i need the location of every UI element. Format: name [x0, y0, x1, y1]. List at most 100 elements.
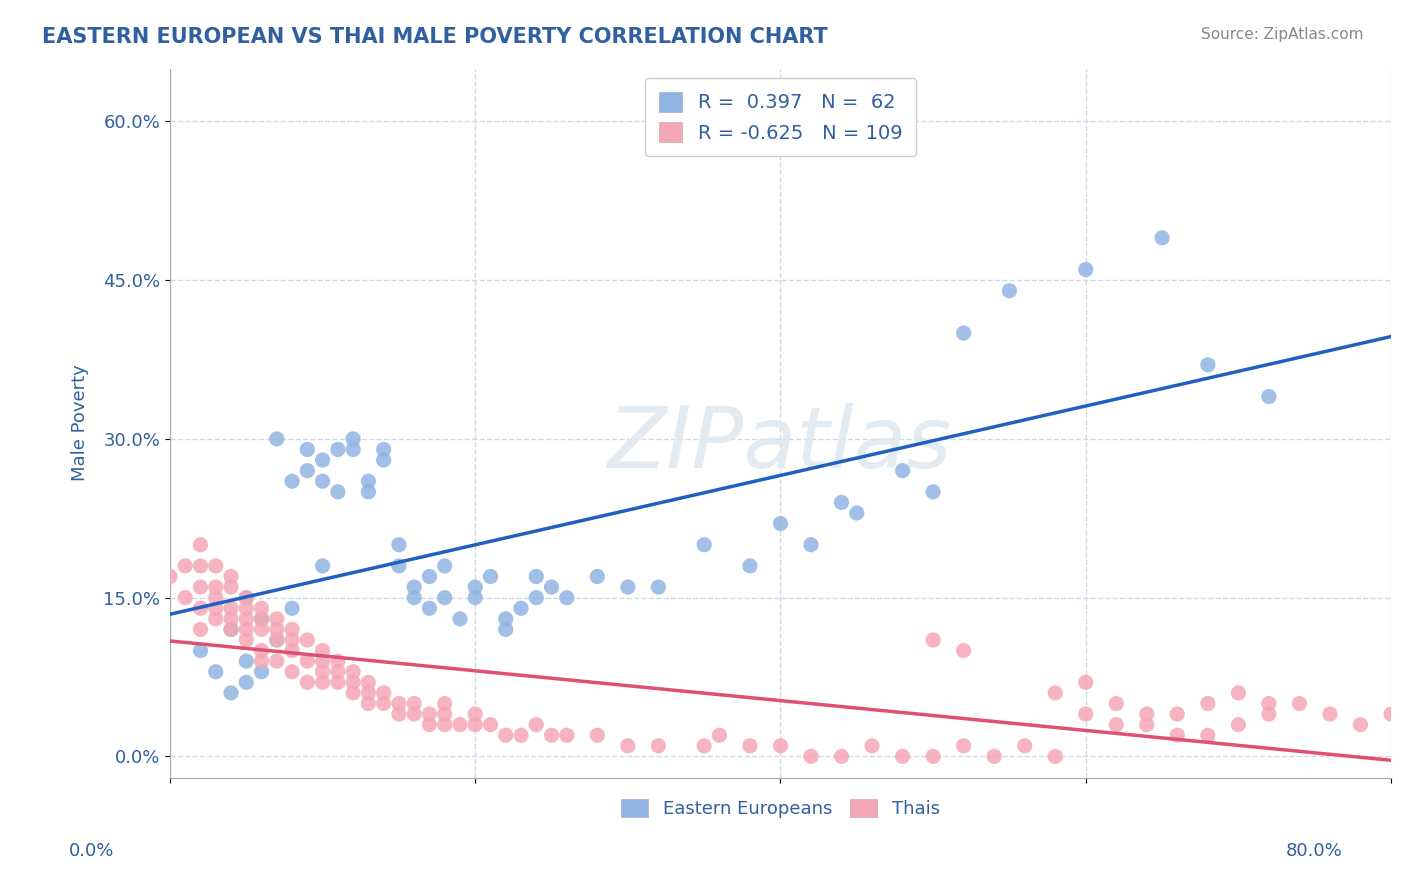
Point — [326, 675, 349, 690]
Point — [311, 675, 333, 690]
Point — [510, 601, 533, 615]
Point — [297, 675, 319, 690]
Point — [800, 749, 823, 764]
Point — [311, 643, 333, 657]
Point — [524, 569, 547, 583]
Point — [1166, 707, 1188, 722]
Point — [190, 601, 212, 615]
Point — [281, 475, 304, 489]
Point — [250, 612, 273, 626]
Point — [190, 643, 212, 657]
Point — [1257, 390, 1279, 404]
Point — [235, 623, 257, 637]
Point — [373, 697, 395, 711]
Point — [250, 665, 273, 679]
Point — [647, 739, 669, 753]
Point — [922, 632, 945, 647]
Point — [326, 654, 349, 668]
Point — [266, 632, 288, 647]
Point — [311, 475, 333, 489]
Point — [357, 697, 380, 711]
Point — [952, 739, 974, 753]
Point — [373, 442, 395, 457]
Point — [219, 623, 242, 637]
Point — [250, 612, 273, 626]
Point — [250, 654, 273, 668]
Point — [326, 665, 349, 679]
Point — [479, 717, 502, 731]
Point — [891, 464, 914, 478]
Point — [1379, 707, 1402, 722]
Point — [1105, 717, 1128, 731]
Point — [219, 601, 242, 615]
Point — [1197, 697, 1219, 711]
Point — [1227, 686, 1250, 700]
Point — [709, 728, 731, 742]
Point — [219, 569, 242, 583]
Point — [1227, 717, 1250, 731]
Point — [479, 569, 502, 583]
Point — [357, 484, 380, 499]
Point — [311, 665, 333, 679]
Point — [266, 623, 288, 637]
Point — [266, 632, 288, 647]
Point — [555, 591, 578, 605]
Point — [617, 580, 640, 594]
Point — [342, 442, 364, 457]
Point — [404, 707, 426, 722]
Point — [159, 569, 181, 583]
Point — [495, 728, 517, 742]
Point — [555, 728, 578, 742]
Text: Source: ZipAtlas.com: Source: ZipAtlas.com — [1201, 27, 1364, 42]
Point — [617, 739, 640, 753]
Point — [297, 464, 319, 478]
Point — [342, 432, 364, 446]
Point — [1105, 697, 1128, 711]
Point — [204, 665, 226, 679]
Point — [998, 284, 1021, 298]
Point — [845, 506, 868, 520]
Point — [769, 516, 792, 531]
Point — [174, 558, 197, 573]
Point — [433, 697, 456, 711]
Point — [1136, 707, 1159, 722]
Point — [190, 538, 212, 552]
Point — [266, 654, 288, 668]
Point — [769, 739, 792, 753]
Point — [235, 632, 257, 647]
Point — [1257, 697, 1279, 711]
Point — [190, 623, 212, 637]
Point — [250, 643, 273, 657]
Point — [1045, 749, 1067, 764]
Point — [1288, 697, 1310, 711]
Point — [524, 591, 547, 605]
Point — [540, 728, 562, 742]
Point — [922, 484, 945, 499]
Point — [418, 601, 440, 615]
Point — [204, 558, 226, 573]
Point — [693, 538, 716, 552]
Point — [342, 686, 364, 700]
Point — [219, 612, 242, 626]
Point — [342, 675, 364, 690]
Point — [418, 717, 440, 731]
Point — [464, 717, 486, 731]
Point — [297, 632, 319, 647]
Point — [464, 591, 486, 605]
Point — [326, 484, 349, 499]
Point — [433, 707, 456, 722]
Point — [235, 654, 257, 668]
Point — [1150, 231, 1173, 245]
Point — [831, 495, 853, 509]
Point — [311, 453, 333, 467]
Point — [800, 538, 823, 552]
Point — [433, 591, 456, 605]
Point — [952, 643, 974, 657]
Point — [891, 749, 914, 764]
Point — [311, 654, 333, 668]
Point — [1014, 739, 1036, 753]
Point — [190, 580, 212, 594]
Point — [1197, 358, 1219, 372]
Legend: Eastern Europeans, Thais: Eastern Europeans, Thais — [614, 791, 948, 825]
Point — [204, 601, 226, 615]
